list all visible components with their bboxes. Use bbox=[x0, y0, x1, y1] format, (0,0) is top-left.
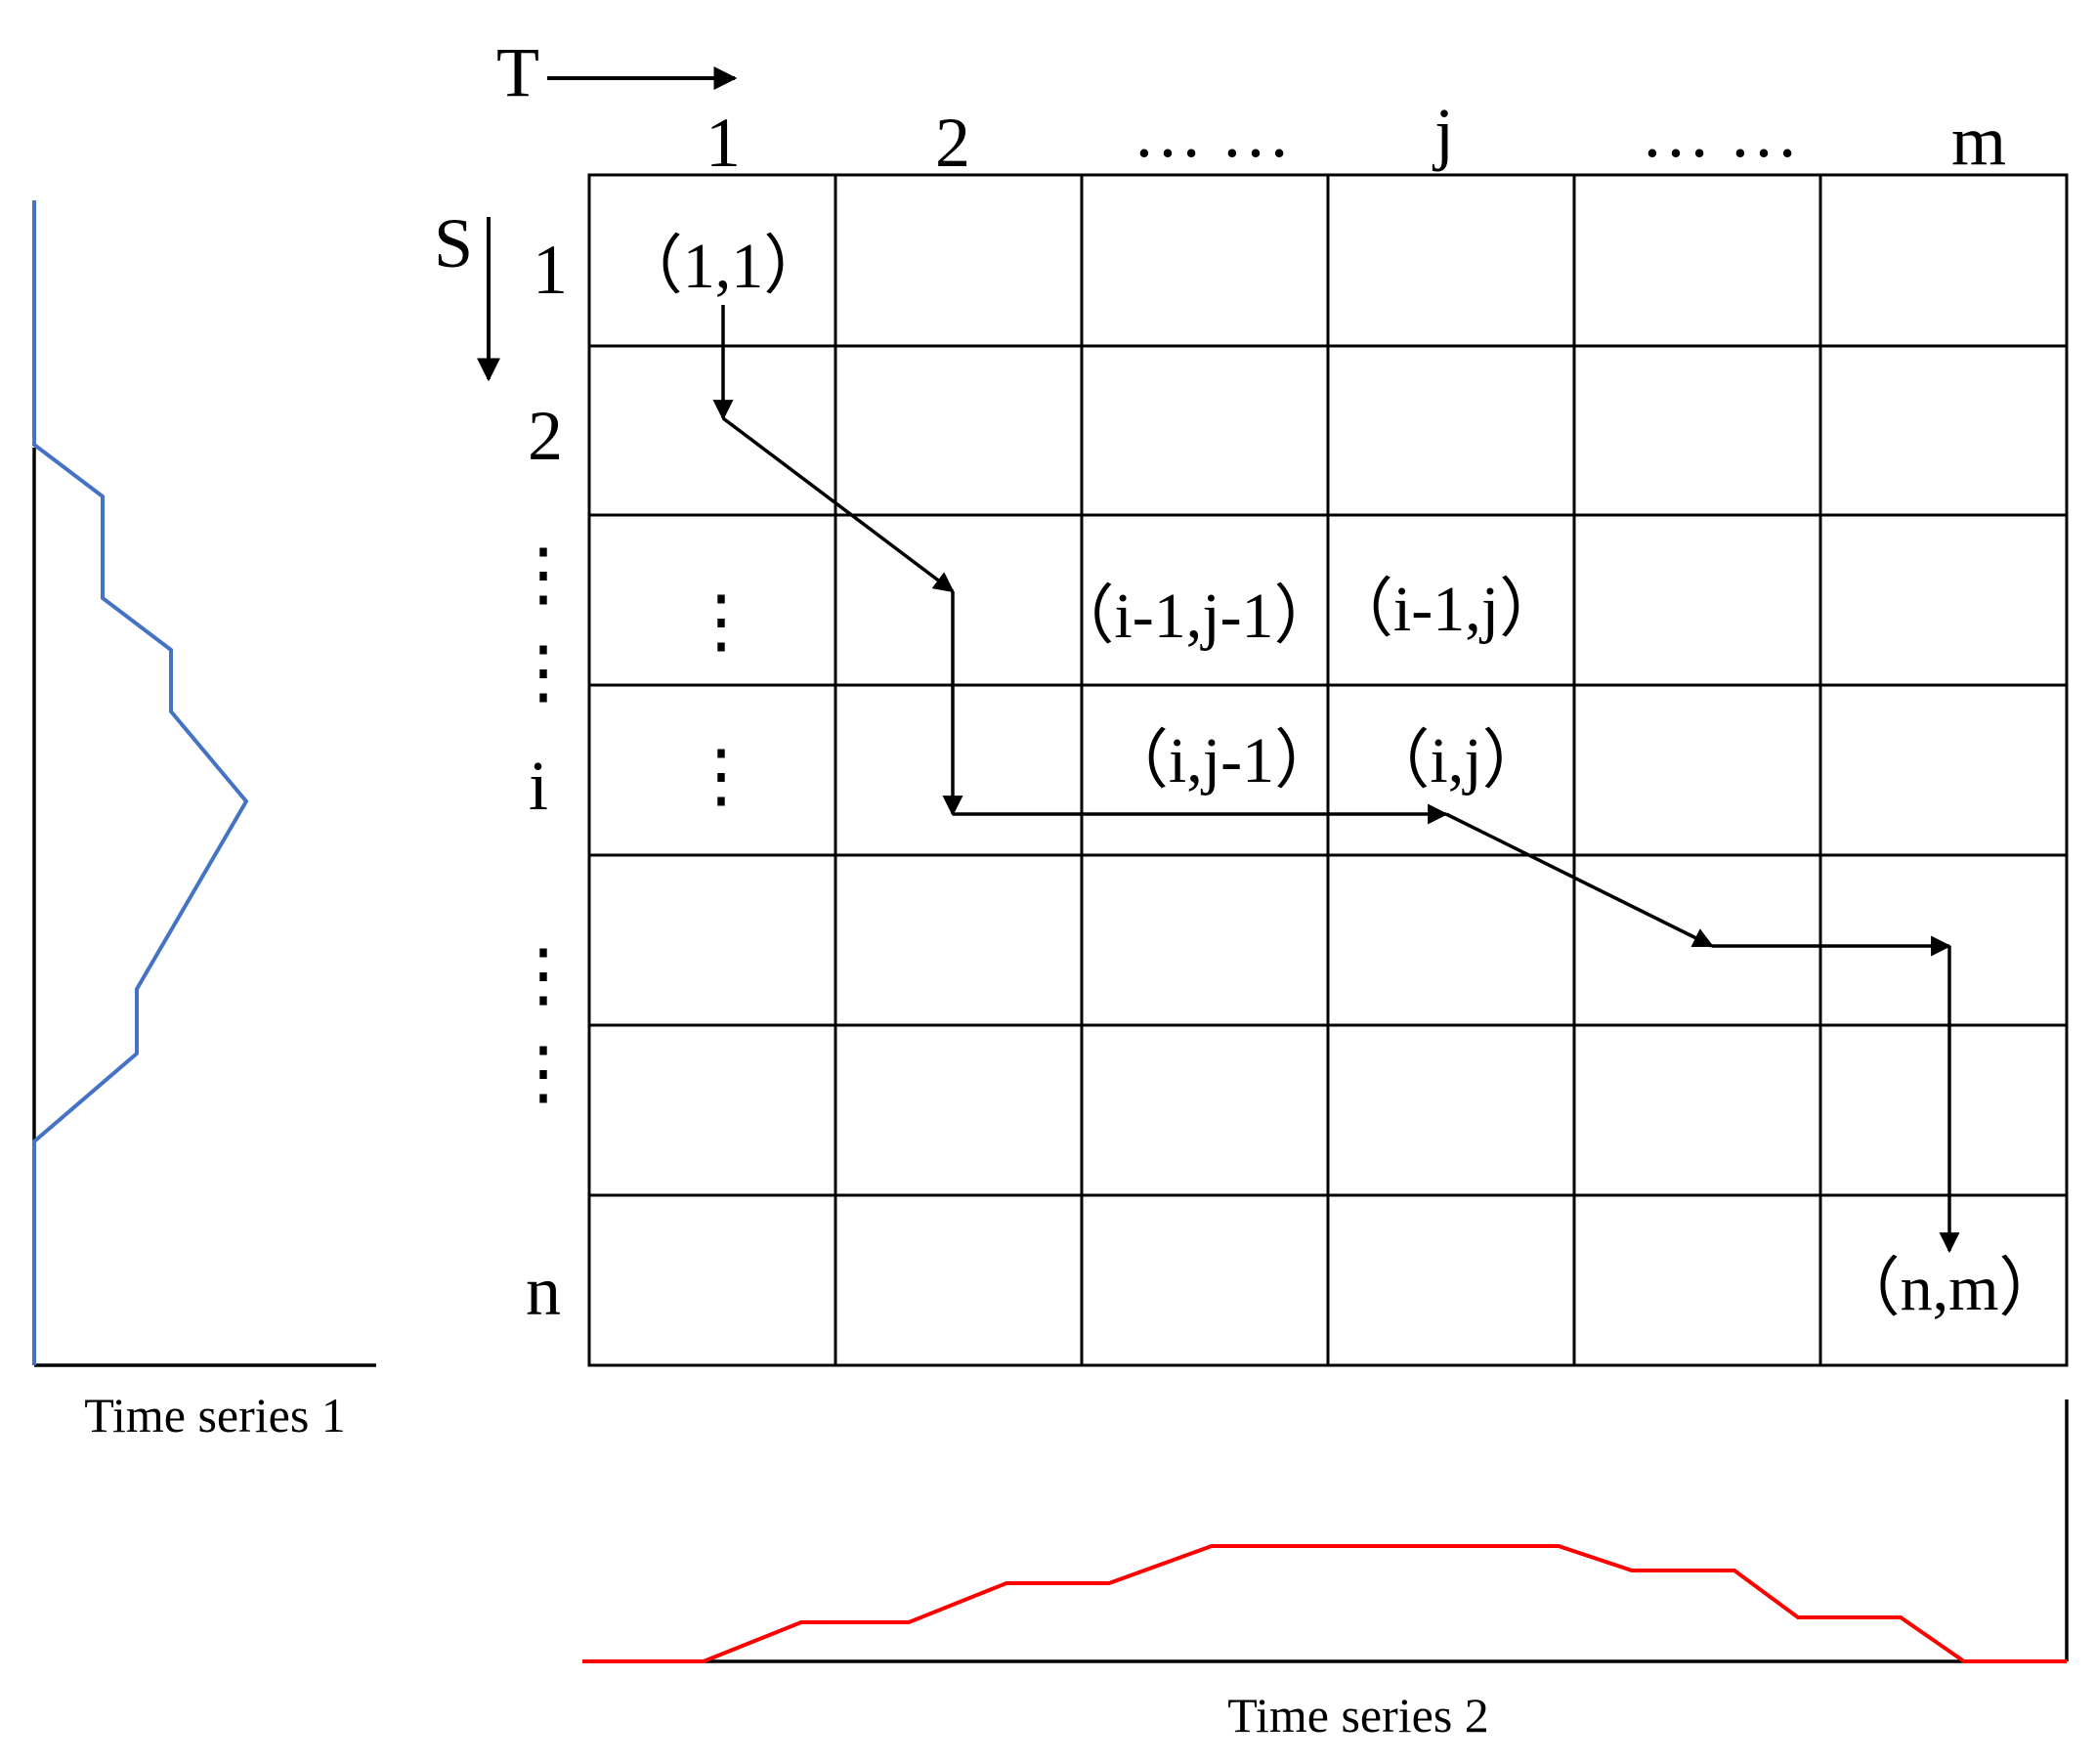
series1-caption: Time series 1 bbox=[84, 1388, 346, 1442]
column-label: j bbox=[1432, 94, 1454, 172]
row-label: i bbox=[529, 747, 548, 825]
t-axis-label: T bbox=[496, 33, 539, 111]
s-axis-label: S bbox=[434, 204, 473, 282]
series2-line bbox=[582, 1544, 2067, 1663]
cell-diag-prev-label: （i-1,j-1） bbox=[1049, 581, 1338, 652]
path-step bbox=[1445, 812, 1714, 948]
column-label: … … bbox=[1641, 94, 1799, 172]
cell-col1-dots: ⋮ bbox=[686, 737, 756, 815]
series2-caption: Time series 2 bbox=[1227, 1688, 1489, 1742]
row-label: n bbox=[526, 1252, 561, 1330]
row-label: ⋮ bbox=[508, 536, 578, 614]
column-label: m bbox=[1951, 102, 2006, 180]
cell-up-prev-label: （i-1,j） bbox=[1329, 574, 1563, 645]
cell-start-label: （1,1） bbox=[619, 231, 829, 302]
column-label: … … bbox=[1133, 94, 1291, 172]
row-label: ⋮ bbox=[508, 633, 578, 711]
row-label: 2 bbox=[528, 397, 563, 475]
column-labels: 1 2 … … j … … m bbox=[706, 94, 2006, 182]
warping-path bbox=[712, 305, 1960, 1254]
row-label: ⋮ bbox=[508, 936, 578, 1014]
row-label: 1 bbox=[533, 231, 568, 309]
series1-line bbox=[32, 200, 249, 1365]
cell-left-prev-label: （i,j-1） bbox=[1104, 725, 1339, 796]
cell-end-label: （n,m） bbox=[1836, 1253, 2064, 1324]
row-label: ⋮ bbox=[508, 1034, 578, 1112]
time-series-1-plot: Time series 1 bbox=[32, 200, 376, 1442]
column-label: 2 bbox=[935, 104, 970, 182]
cell-labels: （1,1） （i-1,j-1） （i-1,j） （i,j-1） （i,j） （n… bbox=[619, 231, 2064, 1324]
column-label: 1 bbox=[706, 104, 741, 182]
time-series-2-plot: Time series 2 bbox=[582, 1399, 2069, 1742]
row-labels: 1 2 ⋮ ⋮ i ⋮ ⋮ n bbox=[508, 231, 578, 1330]
cell-current-label: （i,j） bbox=[1365, 725, 1546, 796]
cell-col1-dots: ⋮ bbox=[686, 582, 756, 661]
cost-matrix-grid bbox=[587, 173, 2069, 1367]
path-step bbox=[721, 416, 955, 593]
